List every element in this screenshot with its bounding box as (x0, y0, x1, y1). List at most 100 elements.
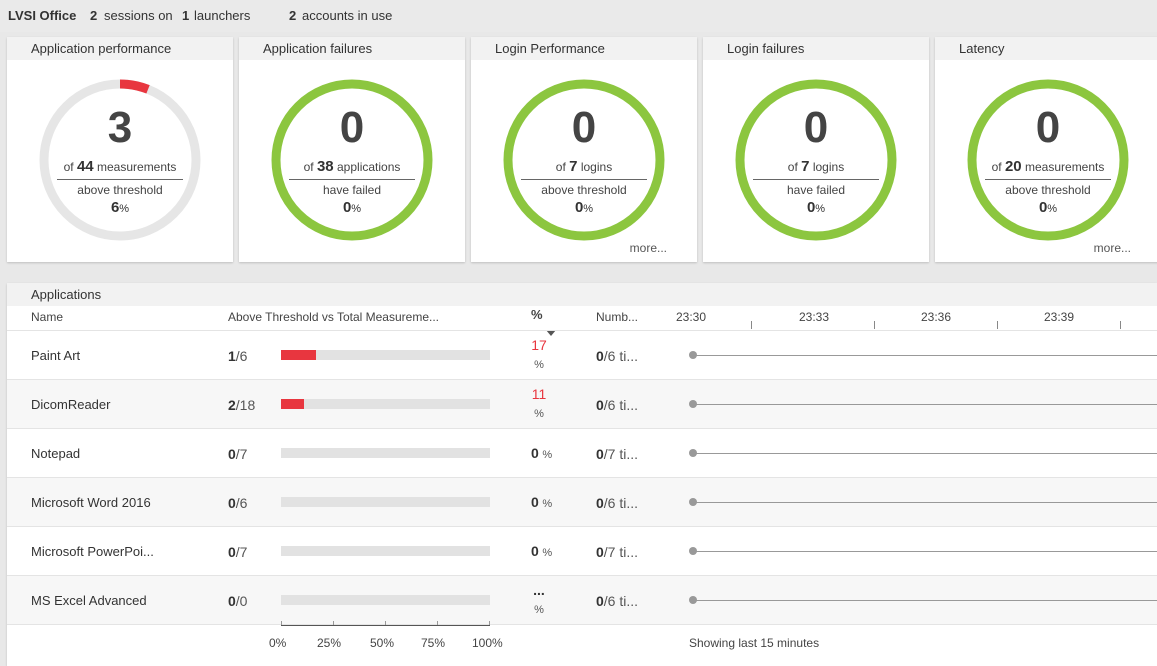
column-percent[interactable]: % (531, 307, 543, 322)
percent-cell: ...% (531, 580, 547, 620)
percent-sign: % (583, 203, 594, 215)
percent-cell: 0 % (531, 494, 552, 510)
table-row[interactable]: Paint Art 1/6 17% 0/6 ti... (7, 331, 1157, 379)
threshold-bar-fill (281, 350, 316, 360)
table-row[interactable]: MS Excel Advanced 0/0 ...% 0/6 ti... (7, 576, 1157, 624)
column-above-threshold[interactable]: Above Threshold vs Total Measureme... (228, 310, 439, 324)
card-title: Application performance (7, 37, 233, 60)
timeline-line (693, 404, 1157, 405)
top-bar: LVSI Office 2 sessions on 1 launchers 2 … (0, 0, 1157, 32)
row-divider (7, 526, 1157, 527)
app-name[interactable]: Microsoft Word 2016 (31, 495, 151, 510)
applications-panel: Applications Name Above Threshold vs Tot… (7, 283, 1157, 666)
above-threshold-count: 0/6 (228, 495, 247, 511)
percent-sign: % (542, 547, 553, 559)
percent-sign: % (534, 604, 544, 616)
gauge-ring (503, 79, 665, 241)
total-count: /7 (235, 446, 248, 462)
card-latency[interactable]: Latency 0 of 20 measurements above thres… (935, 37, 1157, 262)
percent-cell: 11% (531, 384, 547, 424)
timeline-dot[interactable] (689, 498, 697, 506)
app-name[interactable]: Paint Art (31, 348, 81, 363)
sort-desc-icon[interactable] (546, 330, 556, 336)
above-count: 0 (228, 446, 236, 462)
column-name[interactable]: Name (31, 310, 64, 324)
timeline-line (693, 355, 1157, 356)
number-total: /7 ti... (603, 544, 639, 560)
percent-axis-tick (489, 621, 490, 625)
above-count: 0 (228, 593, 236, 609)
more-link[interactable]: more... (1093, 241, 1131, 255)
timeline-dot[interactable] (689, 351, 697, 359)
gauge-track (271, 79, 433, 241)
card-title: Login Performance (471, 37, 697, 60)
app-name[interactable]: DicomReader (31, 397, 111, 412)
percent-sign: % (1047, 203, 1058, 215)
above-threshold-count: 1/6 (228, 348, 247, 364)
total-count: /18 (235, 397, 256, 413)
number-value: 0 (596, 544, 604, 560)
app-name[interactable]: MS Excel Advanced (31, 593, 147, 608)
total-count: /6 (235, 348, 248, 364)
timeline-dot[interactable] (689, 547, 697, 555)
launchers-count: 1 (182, 8, 190, 23)
time-tick (997, 321, 998, 329)
percent-axis-label: 25% (317, 636, 342, 650)
number-total: /6 ti... (603, 495, 639, 511)
table-row[interactable]: Microsoft Word 2016 0/6 0 % 0/6 ti... (7, 478, 1157, 526)
timeline-line (693, 600, 1157, 601)
time-tick (1120, 321, 1121, 329)
card-application-performance[interactable]: Application performance 3 of 44 measurem… (7, 37, 233, 262)
header-divider (7, 330, 1157, 331)
timeline-dot[interactable] (689, 596, 697, 604)
number-value: 0 (596, 495, 604, 511)
timeline-dot[interactable] (689, 449, 697, 457)
percent-value: 0 (342, 199, 352, 216)
card-subtitle: have failed (786, 183, 846, 197)
above-count: 0 (228, 544, 236, 560)
number-cell: 0/6 ti... (596, 397, 638, 413)
of-prefix: of (303, 160, 314, 174)
timeline-dot[interactable] (689, 400, 697, 408)
more-link[interactable]: more... (629, 241, 667, 255)
card-title: Login failures (703, 37, 929, 60)
gauge-track (735, 79, 897, 241)
threshold-bar-fill (281, 399, 305, 409)
card-login-performance[interactable]: Login Performance 0 of 7 logins above th… (471, 37, 697, 262)
number-total: /6 ti... (603, 397, 639, 413)
card-subtitle: have failed (322, 183, 382, 197)
card-login-failures[interactable]: Login failures 0 of 7 logins have failed… (703, 37, 929, 262)
accounts-label: accounts in use (302, 8, 393, 23)
total-count: /7 (235, 544, 248, 560)
gauge-ring (271, 79, 433, 241)
total-count: /0 (235, 593, 248, 609)
of-count: 38 (316, 158, 334, 175)
number-cell: 0/6 ti... (596, 593, 638, 609)
column-number[interactable]: Numb... (596, 310, 639, 324)
percent-axis-tick (437, 621, 438, 625)
timeline-line (693, 502, 1157, 503)
percent-sign: % (542, 449, 553, 461)
card-application-failures[interactable]: Application failures 0 of 38 application… (239, 37, 465, 262)
office-title: LVSI Office (8, 8, 77, 23)
above-threshold-count: 0/7 (228, 544, 247, 560)
of-prefix: of (555, 160, 566, 174)
percent-value: 11 (531, 386, 547, 402)
number-total: /7 ti... (603, 446, 639, 462)
table-row[interactable]: Microsoft PowerPoi... 0/7 0 % 0/7 ti... (7, 527, 1157, 575)
app-name[interactable]: Notepad (31, 446, 81, 461)
row-divider (7, 379, 1157, 380)
number-cell: 0/6 ti... (596, 495, 638, 511)
timeline-line (693, 453, 1157, 454)
app-name[interactable]: Microsoft PowerPoi... (31, 544, 154, 559)
percent-sign: % (351, 203, 362, 215)
table-row[interactable]: DicomReader 2/18 11% 0/6 ti... (7, 380, 1157, 428)
card-of-line: of 38 applications (289, 158, 415, 180)
percent-value: 17 (531, 337, 547, 353)
number-value: 0 (596, 446, 604, 462)
percent-value: ... (533, 582, 545, 598)
card-value: 0 (803, 103, 829, 152)
card-subtitle: above threshold (77, 183, 163, 197)
table-row[interactable]: Notepad 0/7 0 % 0/7 ti... (7, 429, 1157, 477)
gauge-track (503, 79, 665, 241)
